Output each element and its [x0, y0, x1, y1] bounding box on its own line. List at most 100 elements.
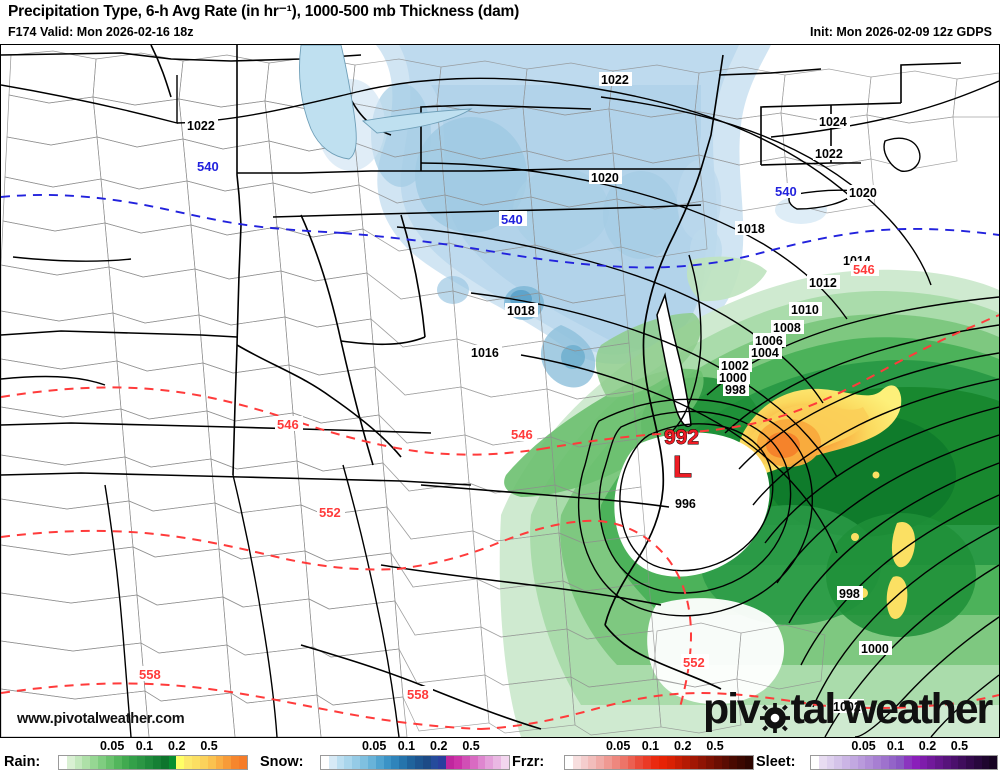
legend-group-rain: Rain: 0.05 0.1 0.2 0.5 [4, 739, 248, 772]
svg-text:540: 540 [197, 159, 219, 174]
colorbar-swatch [643, 756, 652, 769]
colorbar-swatch [721, 756, 730, 769]
colorbar-tick-label: 0.5 [706, 739, 724, 753]
svg-text:1012: 1012 [809, 276, 837, 290]
colorbar-swatch [199, 756, 208, 769]
svg-text:1008: 1008 [773, 321, 801, 335]
colorbar-swatch [865, 756, 873, 769]
coastline [299, 45, 921, 690]
colorbar-swatch [493, 756, 502, 769]
colorbar-ticks-sleet: 0.05 0.1 0.2 0.5 [810, 739, 998, 754]
colorbar-swatch [698, 756, 706, 769]
colorbar-swatch [604, 756, 612, 769]
colorbar-swatch [207, 756, 216, 769]
colorbar-swatch [469, 756, 478, 769]
colorbar-tick-label: 0.05 [851, 739, 876, 753]
svg-text:546: 546 [511, 427, 533, 442]
colorbar-swatch [857, 756, 866, 769]
svg-text:1022: 1022 [601, 73, 629, 87]
svg-text:552: 552 [683, 655, 705, 670]
colorbar-swatch [811, 756, 819, 769]
colorbar-swatch [344, 756, 353, 769]
colorbar-swatch [74, 756, 83, 769]
colorbar-tick-label: 0.5 [950, 739, 969, 753]
colorbar-swatch [422, 756, 431, 769]
colorbar-swatch [66, 756, 75, 769]
colorbar-swatch [391, 756, 400, 769]
svg-text:558: 558 [407, 687, 429, 702]
colorbar-swatch [129, 756, 138, 769]
colorbar-swatch [596, 756, 605, 769]
colorbar-swatch [160, 756, 169, 769]
colorbar-swatch [215, 756, 224, 769]
colorbar-swatch [454, 756, 462, 769]
colorbar-swatch [446, 756, 455, 769]
colorbar-swatch [989, 756, 997, 769]
colorbar-swatch [231, 756, 240, 769]
colorbar-swatch [430, 756, 439, 769]
colorbar-swatch [90, 756, 99, 769]
brand-text-part2: tal weather [790, 685, 994, 733]
svg-text:1024: 1024 [819, 115, 847, 129]
colorbar-swatch [619, 756, 628, 769]
legend-group-frzr: Frzr: 0.05 0.1 0.2 0.5 [512, 739, 756, 772]
colorbar-swatch [842, 756, 850, 769]
colorbar-swatch [336, 756, 345, 769]
colorbar-ticks-rain: 0.05 0.1 0.2 0.5 [58, 739, 248, 754]
thickness-540-contours [1, 193, 999, 269]
low-pressure-value: 992 [664, 426, 699, 449]
isobars [1, 75, 999, 737]
colorbar-swatch [407, 756, 415, 769]
colorbar-swatch [580, 756, 589, 769]
svg-text:558: 558 [139, 667, 161, 682]
colorbar-swatch [880, 756, 889, 769]
colorbar-swatch [745, 756, 753, 769]
thickness-warm-labels: 546 546 546 552 552 558 558 [137, 261, 879, 702]
colorbar-tick-label: 0.05 [605, 739, 631, 753]
colorbar-swatch [611, 756, 620, 769]
colorbar-swatch [950, 756, 959, 769]
svg-text:1022: 1022 [815, 147, 843, 161]
colorbar-swatch [239, 756, 247, 769]
colorbar-swatch [849, 756, 858, 769]
brand-text-part1: piv [703, 685, 761, 733]
colorbar-swatch [352, 756, 361, 769]
gear-icon [759, 698, 790, 733]
svg-text:998: 998 [839, 587, 860, 601]
colorbar-swatch [958, 756, 966, 769]
svg-text:1004: 1004 [751, 346, 779, 360]
colorbar-ticks-snow: 0.05 0.1 0.2 0.5 [320, 739, 510, 754]
colorbar-swatch [674, 756, 683, 769]
colorbar-swatch [59, 756, 67, 769]
colorbar-swatch [896, 756, 904, 769]
map-canvas[interactable]: 1022 1022 1024 1022 1020 1020 1018 1018 … [0, 44, 1000, 738]
valid-time-label: F174 Valid: Mon 2026-02-16 18z [8, 25, 194, 39]
svg-text:1018: 1018 [507, 304, 535, 318]
colorbar-swatch [826, 756, 835, 769]
low-pressure-center[interactable]: 992 L [664, 426, 700, 485]
colorbar-sleet [810, 755, 998, 770]
colorbar-tick-label: 0.2 [430, 739, 448, 753]
colorbar-swatch [223, 756, 232, 769]
colorbar-tick-label: 0.05 [361, 739, 387, 753]
colorbar-swatch [658, 756, 667, 769]
isobar-labels: 1022 1022 1024 1022 1020 1020 1018 1018 … [185, 72, 892, 714]
colorbar-swatch [485, 756, 494, 769]
colorbar-swatch [911, 756, 920, 769]
colorbar-swatch [399, 756, 408, 769]
colorbar-swatch [375, 756, 384, 769]
colorbar-swatch [627, 756, 636, 769]
colorbar-swatch [981, 756, 990, 769]
colorbar-swatch [328, 756, 337, 769]
thickness-540-labels: 540 540 540 [195, 158, 801, 227]
legend-group-snow: Snow: 0.05 0.1 0.2 0.5 [260, 739, 510, 772]
colorbar-swatch [438, 756, 447, 769]
colorbar-swatch [477, 756, 486, 769]
colorbar-swatch [666, 756, 675, 769]
colorbar-snow [320, 755, 510, 770]
colorbar-swatch [651, 756, 659, 769]
rain-precip-shading [499, 256, 999, 737]
colorbar-swatch [873, 756, 881, 769]
svg-text:1000: 1000 [861, 642, 889, 656]
